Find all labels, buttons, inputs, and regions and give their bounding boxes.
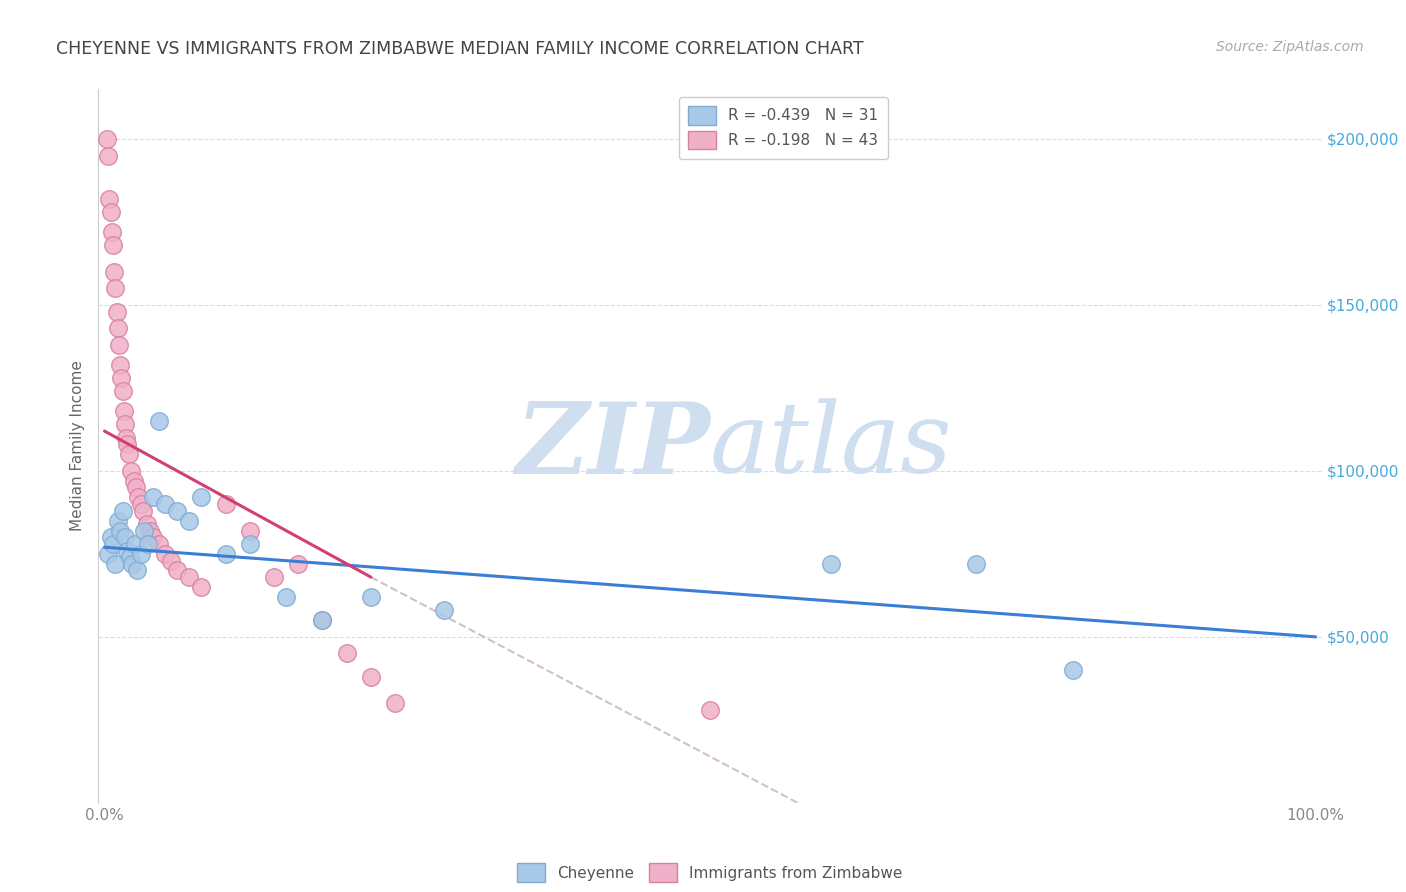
Point [97, 547, 120, 561]
Point [101, 238, 124, 252]
Point [132, 504, 155, 518]
Y-axis label: Median Family Income: Median Family Income [70, 360, 86, 532]
Point [153, 547, 176, 561]
Text: ZIP: ZIP [515, 398, 710, 494]
Point [118, 550, 141, 565]
Point [135, 516, 157, 531]
Point [142, 530, 165, 544]
Point [110, 358, 132, 372]
Point [142, 491, 165, 505]
Point [115, 431, 138, 445]
Point [127, 564, 149, 578]
Point [966, 557, 988, 571]
Point [125, 481, 148, 495]
Point [114, 530, 136, 544]
Point [104, 281, 127, 295]
Point [276, 590, 298, 604]
Point [118, 447, 141, 461]
Point [179, 514, 201, 528]
Point [114, 417, 136, 432]
Point [820, 557, 842, 571]
Point [134, 524, 156, 538]
Point [263, 570, 285, 584]
Point [311, 613, 333, 627]
Point [214, 547, 236, 561]
Text: Source: ZipAtlas.com: Source: ZipAtlas.com [1216, 40, 1364, 54]
Point [179, 570, 201, 584]
Point [120, 464, 142, 478]
Point [122, 474, 145, 488]
Point [105, 304, 128, 318]
Point [148, 414, 170, 428]
Point [110, 524, 132, 538]
Point [239, 524, 262, 538]
Point [699, 703, 721, 717]
Point [111, 504, 134, 518]
Point [97, 148, 120, 162]
Point [107, 321, 129, 335]
Point [190, 580, 212, 594]
Point [107, 514, 129, 528]
Legend: Cheyenne, Immigrants from Zimbabwe: Cheyenne, Immigrants from Zimbabwe [512, 857, 908, 888]
Point [311, 613, 333, 627]
Point [136, 537, 159, 551]
Point [287, 557, 309, 571]
Point [336, 647, 359, 661]
Text: CHEYENNE VS IMMIGRANTS FROM ZIMBABWE MEDIAN FAMILY INCOME CORRELATION CHART: CHEYENNE VS IMMIGRANTS FROM ZIMBABWE MED… [56, 40, 863, 58]
Point [166, 564, 188, 578]
Point [103, 265, 125, 279]
Point [129, 497, 152, 511]
Point [190, 491, 212, 505]
Point [117, 437, 139, 451]
Point [112, 404, 135, 418]
Point [104, 557, 127, 571]
Point [111, 384, 134, 399]
Point [1062, 663, 1084, 677]
Point [160, 553, 183, 567]
Point [384, 696, 406, 710]
Point [148, 537, 170, 551]
Point [100, 205, 122, 219]
Point [100, 225, 122, 239]
Point [100, 530, 122, 544]
Point [239, 537, 262, 551]
Point [432, 603, 454, 617]
Point [110, 371, 132, 385]
Point [117, 543, 139, 558]
Point [153, 497, 176, 511]
Point [139, 524, 162, 538]
Point [360, 590, 382, 604]
Text: atlas: atlas [710, 399, 953, 493]
Point [101, 537, 124, 551]
Point [121, 557, 143, 571]
Point [96, 132, 118, 146]
Point [166, 504, 188, 518]
Point [124, 537, 146, 551]
Point [214, 497, 236, 511]
Point [108, 338, 131, 352]
Point [127, 491, 149, 505]
Point [360, 670, 382, 684]
Point [98, 192, 121, 206]
Point [129, 547, 152, 561]
